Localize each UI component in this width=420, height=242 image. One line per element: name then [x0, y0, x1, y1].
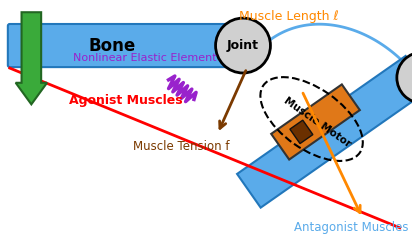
Text: Antagonist Muscles: Antagonist Muscles: [294, 221, 408, 234]
FancyBboxPatch shape: [8, 24, 255, 67]
Text: Muscle Length ℓ: Muscle Length ℓ: [239, 10, 339, 23]
Text: Agonist Muscles: Agonist Muscles: [68, 94, 182, 107]
Text: Muscle Tension f: Muscle Tension f: [133, 140, 229, 153]
Text: Bone: Bone: [88, 37, 135, 54]
Polygon shape: [290, 120, 313, 144]
Circle shape: [397, 52, 420, 103]
Polygon shape: [237, 56, 420, 208]
Text: Muscle Motor: Muscle Motor: [282, 95, 353, 149]
Circle shape: [215, 18, 270, 73]
Text: Nonlinear Elastic Element: Nonlinear Elastic Element: [73, 53, 217, 63]
Text: Joint: Joint: [227, 39, 259, 52]
Polygon shape: [271, 84, 360, 159]
FancyArrow shape: [16, 12, 47, 104]
